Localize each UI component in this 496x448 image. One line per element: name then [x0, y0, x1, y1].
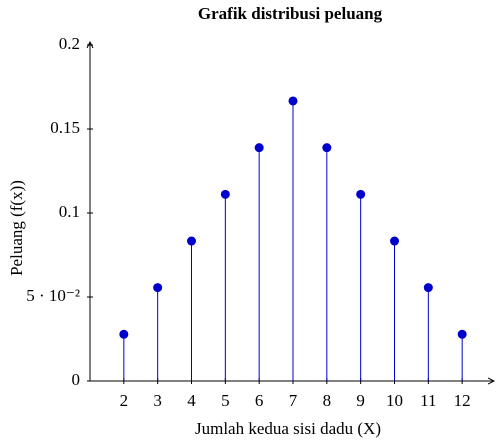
- x-axis-label: Jumlah kedua sisi dadu (X): [195, 419, 381, 438]
- x-tick-label: 12: [454, 391, 471, 410]
- x-tick-label: 9: [356, 391, 365, 410]
- x-tick-label: 6: [255, 391, 264, 410]
- x-tick-label: 2: [120, 391, 129, 410]
- stem-marker: [322, 143, 332, 153]
- x-tick-label: 5: [221, 391, 230, 410]
- stem-marker: [356, 189, 366, 199]
- x-tick-label: 11: [420, 391, 436, 410]
- stem-marker: [119, 329, 129, 339]
- stem-marker: [220, 189, 230, 199]
- stem-marker: [390, 236, 399, 246]
- y-tick-label: 0.1: [59, 202, 80, 221]
- y-tick-label: 0.15: [50, 118, 80, 137]
- x-tick-label: 8: [323, 391, 332, 410]
- y-tick-label: 0.2: [59, 34, 80, 53]
- y-tick-label: 0: [72, 370, 81, 389]
- stem-marker: [254, 143, 264, 153]
- y-tick-label: 5 · 10⁻²: [26, 286, 80, 305]
- x-tick-label: 3: [153, 391, 162, 410]
- stem-marker: [288, 96, 298, 106]
- x-tick-label: 4: [187, 391, 196, 410]
- stem-marker: [423, 283, 433, 293]
- stem-marker: [457, 329, 467, 339]
- stem-marker: [187, 236, 196, 246]
- chart-title: Grafik distribusi peluang: [198, 4, 383, 23]
- y-axis-label: Peluang (f(x)): [7, 180, 26, 276]
- x-tick-label: 7: [289, 391, 298, 410]
- stem-marker: [153, 283, 163, 293]
- x-tick-label: 10: [386, 391, 403, 410]
